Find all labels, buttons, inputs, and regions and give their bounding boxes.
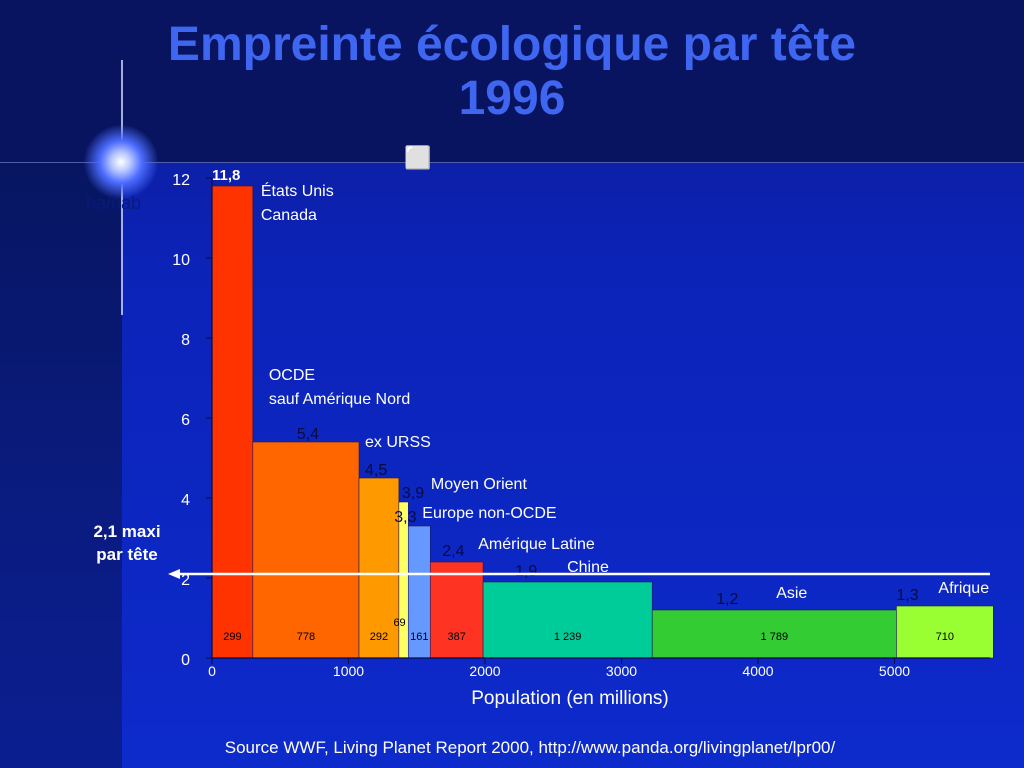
bar-value-label-6: 1,9: [515, 563, 537, 580]
bar-name-label-5-0: Amérique Latine: [478, 536, 595, 553]
bar-name-label-0-1: Canada: [261, 207, 317, 224]
bar-name-label-8-0: Afrique: [938, 580, 989, 597]
x-tick-label-2: 2000: [469, 663, 500, 679]
placeholder-glyph-icon: ⬜: [404, 146, 432, 171]
x-tick-label-5: 5000: [879, 663, 910, 679]
x-tick-label-1: 1000: [333, 663, 364, 679]
bar-value-label-7: 1,2: [716, 591, 738, 608]
bar-value-label-0: 11,8: [212, 167, 240, 184]
bar-7: [651, 609, 897, 659]
bar-name-label-0-0: États Unis: [261, 181, 334, 200]
y-tick-label-2: 4: [181, 492, 190, 509]
bar-name-label-4-0: Europe non-OCDE: [422, 505, 556, 522]
bar-5: [429, 561, 484, 659]
bar-pop-label-2: 292: [370, 631, 388, 643]
bar-pop-label-7: 1 789: [761, 631, 789, 643]
y-tick-label-0: 0: [181, 652, 190, 669]
bar-1: [252, 441, 360, 659]
star-glow-icon: [84, 125, 158, 199]
bar-name-label-1-0: OCDE: [269, 367, 315, 384]
bar-value-label-5: 2,4: [442, 543, 464, 560]
x-tick-label-0: 0: [208, 663, 216, 679]
bar-name-label-2-0: ex URSS: [365, 434, 431, 451]
bar-6: [482, 581, 653, 659]
axes-group: 0 2 4 6 8 10 12 0 1000 2000 3000 4000 5000 Population…: [172, 172, 991, 709]
bar-value-label-4: 3,3: [394, 509, 416, 526]
slide-title: Empreinte écologique par tête 1996: [60, 18, 964, 126]
bars-group: [211, 185, 994, 659]
x-tick-label-3: 3000: [606, 663, 637, 679]
y-tick-label-3: 6: [181, 412, 190, 429]
bar-pop-label-8: 710: [936, 631, 954, 643]
bar-name-label-7-0: Asie: [776, 585, 807, 602]
x-tick-label-4: 4000: [742, 663, 773, 679]
limit-label: 2,1 maxi par tête: [72, 520, 182, 566]
x-axis-title: Population (en millions): [471, 688, 669, 709]
limit-label-line-2: par tête: [96, 545, 158, 564]
limit-group: [168, 569, 990, 579]
y-tick-label-4: 8: [181, 332, 190, 349]
bar-name-label-3-0: Moyen Orient: [431, 476, 528, 493]
y-tick-label-5: 10: [172, 252, 190, 269]
bar-name-label-1-1: sauf Amérique Nord: [269, 391, 410, 408]
labels-group: 299 11,8 États Unis Canada 778 5,4 OCDE sauf Am…: [212, 167, 989, 643]
limit-arrow-head-icon: [168, 569, 180, 579]
bar-pop-label-5: 387: [447, 631, 465, 643]
bar-value-label-1: 5,4: [297, 426, 319, 443]
source-note: Source WWF, Living Planet Report 2000, h…: [224, 738, 836, 757]
decor-horizontal-line: [0, 162, 1024, 163]
title-line-1: Empreinte écologique par tête: [167, 18, 857, 71]
bar-value-label-8: 1,3: [896, 587, 918, 604]
bar-0: [211, 185, 254, 659]
bar-value-label-2: 4,5: [365, 462, 387, 479]
bar-pop-label-1: 778: [297, 631, 315, 643]
unit-label: ha/hab: [86, 193, 142, 213]
title-line-2: 1996: [458, 72, 566, 125]
limit-label-line-1: 2,1 maxi: [93, 522, 161, 541]
bar-pop-label-0: 299: [223, 631, 241, 643]
bar-pop-label-3: 69: [393, 617, 405, 629]
y-tick-label-6: 12: [172, 172, 190, 189]
bar-pop-label-6: 1 239: [554, 631, 582, 643]
title-band: [0, 0, 1024, 163]
y-tick-label-1: 2: [181, 572, 190, 589]
left-band: [0, 163, 122, 768]
bar-value-label-3: 3,9: [402, 485, 424, 502]
bar-name-label-6-0: Chine: [567, 559, 609, 576]
bar-pop-label-4: 161: [410, 631, 428, 643]
